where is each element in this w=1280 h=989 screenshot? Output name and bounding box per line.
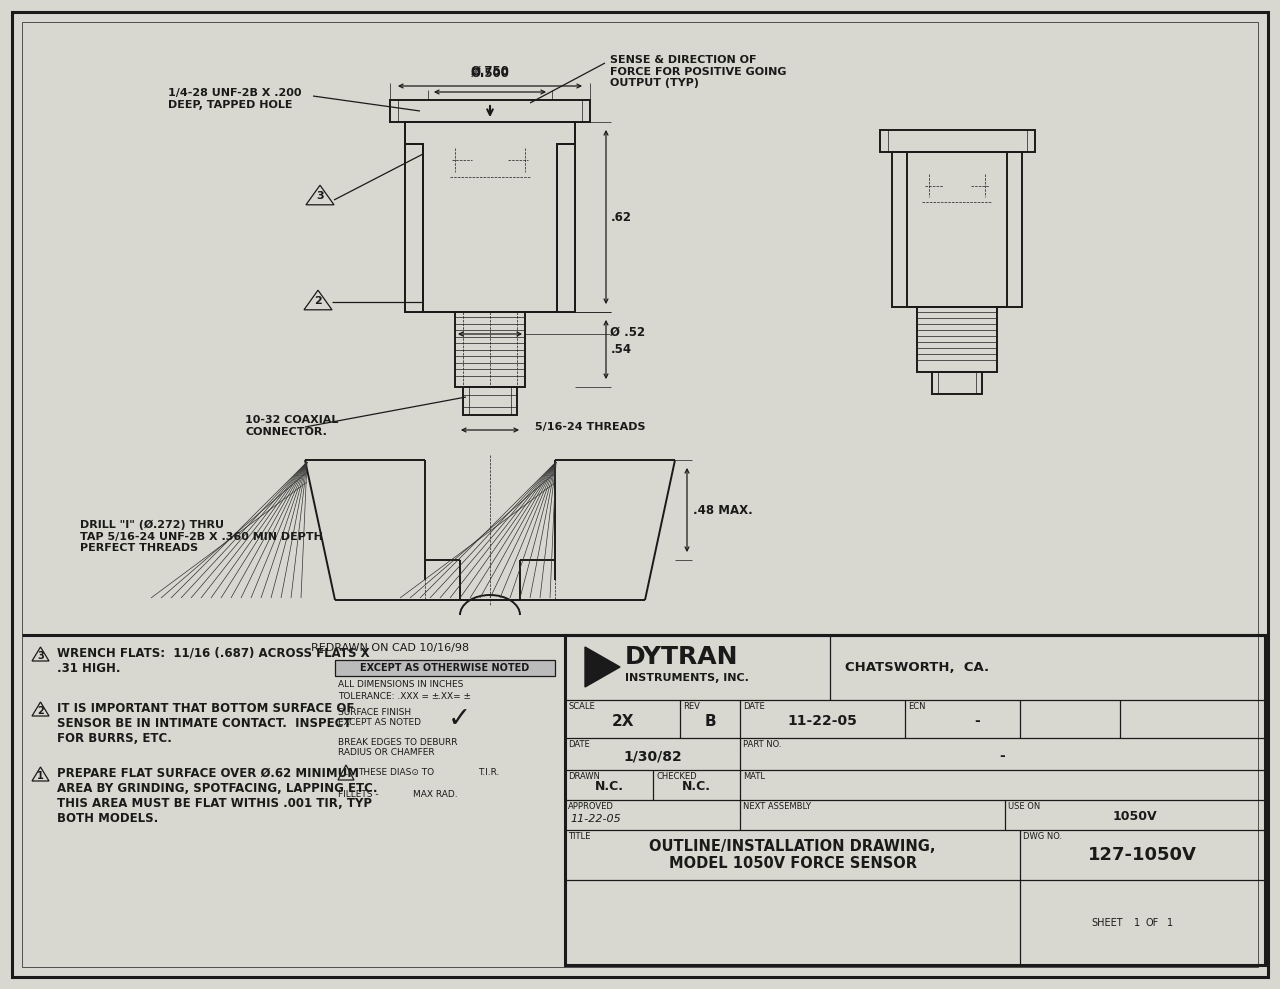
Text: CHATSWORTH,  CA.: CHATSWORTH, CA. (845, 661, 989, 674)
Text: DATE: DATE (568, 740, 590, 749)
Text: OF: OF (1146, 918, 1160, 928)
Text: 3: 3 (37, 651, 44, 661)
Text: Ø.750: Ø.750 (471, 65, 509, 78)
Text: -: - (974, 714, 980, 728)
Bar (335, 660, 556, 676)
Text: IT IS IMPORTANT THAT BOTTOM SURFACE OF
SENSOR BE IN INTIMATE CONTACT.  INSPECT
F: IT IS IMPORTANT THAT BOTTOM SURFACE OF S… (58, 702, 355, 745)
Text: 1: 1 (1134, 918, 1140, 928)
Text: PREPARE FLAT SURFACE OVER Ø.62 MINIMUM
AREA BY GRINDING, SPOTFACING, LAPPING ETC: PREPARE FLAT SURFACE OVER Ø.62 MINIMUM A… (58, 767, 378, 825)
Text: 2: 2 (314, 297, 321, 307)
Bar (564, 635, 1265, 965)
Text: USE ON: USE ON (1009, 802, 1041, 811)
Text: RADIUS OR CHAMFER: RADIUS OR CHAMFER (338, 748, 435, 757)
Text: ✓: ✓ (448, 705, 471, 733)
Text: DRAWN: DRAWN (568, 772, 600, 781)
Text: SENSE & DIRECTION OF
FORCE FOR POSITIVE GOING
OUTPUT (TYP): SENSE & DIRECTION OF FORCE FOR POSITIVE … (611, 55, 786, 88)
Text: 1: 1 (1167, 918, 1174, 928)
Text: DYTRAN: DYTRAN (625, 645, 739, 669)
Text: -: - (1000, 749, 1005, 763)
Text: .54: .54 (611, 343, 632, 356)
Text: 11-22-05: 11-22-05 (570, 814, 621, 824)
Text: EXCEPT AS OTHERWISE NOTED: EXCEPT AS OTHERWISE NOTED (361, 663, 530, 673)
Text: NEXT ASSEMBLY: NEXT ASSEMBLY (742, 802, 812, 811)
Bar (564, 635, 1265, 700)
Text: INSTRUMENTS, INC.: INSTRUMENTS, INC. (625, 673, 749, 683)
Text: REDRAWN ON CAD 10/16/98: REDRAWN ON CAD 10/16/98 (311, 643, 468, 653)
Bar (892, 152, 1021, 307)
Text: 3: 3 (316, 192, 324, 202)
Bar (916, 307, 997, 372)
Text: Ø.500: Ø.500 (471, 67, 509, 80)
Text: 1050V: 1050V (1112, 811, 1157, 824)
Text: -: - (344, 770, 347, 779)
Text: N.C.: N.C. (682, 780, 710, 793)
Text: T.I.R.: T.I.R. (477, 768, 499, 777)
Text: TITLE: TITLE (568, 832, 590, 841)
Polygon shape (585, 647, 620, 687)
Text: PART NO.: PART NO. (742, 740, 782, 749)
Text: REV: REV (684, 702, 700, 711)
Text: B: B (704, 713, 716, 729)
Text: 1/30/82: 1/30/82 (623, 749, 682, 763)
Bar (932, 372, 982, 394)
Text: 5/16-24 THREADS: 5/16-24 THREADS (535, 422, 645, 432)
Text: SHEET: SHEET (1092, 918, 1124, 928)
Text: 1/4-28 UNF-2B X .200
DEEP, TAPPED HOLE: 1/4-28 UNF-2B X .200 DEEP, TAPPED HOLE (168, 88, 302, 110)
Bar (463, 387, 517, 415)
Text: ECN: ECN (908, 702, 925, 711)
Text: TOLERANCE: .XXX = ±: TOLERANCE: .XXX = ± (338, 692, 439, 701)
Bar (454, 312, 525, 387)
Text: CHECKED: CHECKED (657, 772, 696, 781)
Text: BREAK EDGES TO DEBURR: BREAK EDGES TO DEBURR (338, 738, 457, 747)
Bar (881, 130, 1036, 152)
Text: .62: .62 (611, 211, 632, 224)
Text: DATE: DATE (742, 702, 764, 711)
Text: EXCEPT AS NOTED: EXCEPT AS NOTED (338, 718, 421, 727)
Text: SCALE: SCALE (568, 702, 595, 711)
Bar (557, 144, 575, 312)
Text: 1: 1 (37, 771, 44, 781)
Text: MAX RAD.: MAX RAD. (413, 790, 458, 799)
Text: SURFACE FINISH: SURFACE FINISH (338, 708, 411, 717)
Text: THESE DIAS⊙ TO: THESE DIAS⊙ TO (358, 768, 434, 777)
Bar (390, 100, 590, 122)
Text: DWG NO.: DWG NO. (1023, 832, 1062, 841)
Bar (404, 144, 422, 312)
Text: .XX= ±: .XX= ± (438, 692, 471, 701)
Text: Ø .52: Ø .52 (611, 325, 645, 338)
Text: MATL: MATL (742, 772, 765, 781)
Text: 2X: 2X (612, 713, 634, 729)
Text: FILLETS -: FILLETS - (338, 790, 379, 799)
Text: N.C.: N.C. (594, 780, 623, 793)
Text: .48 MAX.: .48 MAX. (692, 503, 753, 516)
Text: OUTLINE/INSTALLATION DRAWING,
MODEL 1050V FORCE SENSOR: OUTLINE/INSTALLATION DRAWING, MODEL 1050… (649, 839, 936, 871)
Text: 10-32 COAXIAL
CONNECTOR.: 10-32 COAXIAL CONNECTOR. (244, 415, 338, 436)
Text: ALL DIMENSIONS IN INCHES: ALL DIMENSIONS IN INCHES (338, 680, 463, 689)
Text: 11-22-05: 11-22-05 (787, 714, 858, 728)
Text: 2: 2 (37, 706, 44, 716)
Bar (404, 122, 575, 312)
Text: APPROVED: APPROVED (568, 802, 614, 811)
Text: DRILL "I" (Ø.272) THRU
TAP 5/16-24 UNF-2B X .360 MIN DEPTH
PERFECT THREADS: DRILL "I" (Ø.272) THRU TAP 5/16-24 UNF-2… (81, 520, 323, 554)
Text: WRENCH FLATS:  11/16 (.687) ACROSS FLATS X
.31 HIGH.: WRENCH FLATS: 11/16 (.687) ACROSS FLATS … (58, 647, 370, 675)
Text: 127-1050V: 127-1050V (1088, 846, 1197, 864)
